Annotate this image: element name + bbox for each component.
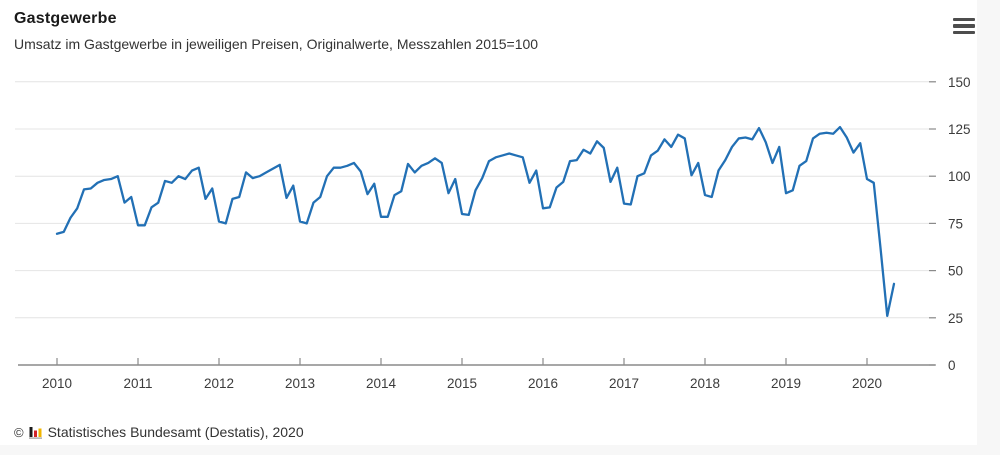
- destatis-logo-bar: [28, 437, 42, 439]
- x-tick-label: 2013: [285, 376, 315, 391]
- y-tick-label: 0: [948, 358, 956, 373]
- hamburger-menu-icon: [953, 30, 975, 35]
- x-tick-label: 2011: [123, 376, 152, 391]
- x-tick-label: 2020: [852, 376, 882, 391]
- x-tick-label: 2012: [204, 376, 234, 391]
- copyright-symbol: ©: [14, 424, 24, 440]
- revenue-index-line: [55, 125, 896, 318]
- y-tick-label: 150: [948, 75, 971, 90]
- line-chart-plot-area[interactable]: 0 25 50 75 100 125 150 2010 2011 2012 2013 2014 2015…: [0, 0, 977, 445]
- source-footer: © Statistisches Bundesamt (Destatis), 20…: [14, 424, 304, 440]
- x-tick-label: 2018: [690, 376, 720, 391]
- hamburger-menu-icon: [953, 24, 975, 28]
- x-tick-label: 2017: [609, 376, 639, 391]
- destatis-logo-bar: [29, 426, 33, 437]
- x-tick-label: 2015: [447, 376, 477, 391]
- x-tick-label: 2010: [42, 376, 72, 391]
- y-tick-label: 25: [948, 311, 963, 326]
- source-text: Statistisches Bundesamt (Destatis), 2020: [47, 424, 304, 440]
- x-tick-label: 2014: [366, 376, 397, 391]
- hamburger-menu-icon: [953, 17, 975, 22]
- chart-subtitle: Umsatz im Gastgewerbe in jeweiligen Prei…: [14, 36, 539, 52]
- y-tick-label: 125: [948, 122, 971, 137]
- chart-menu-button[interactable]: [950, 14, 977, 38]
- destatis-logo-bar: [33, 430, 37, 437]
- y-tick-label: 75: [948, 216, 963, 231]
- destatis-bar-chart-logo: [28, 426, 42, 439]
- x-tick-label: 2019: [771, 376, 801, 391]
- y-tick-label: 100: [948, 169, 971, 184]
- x-tick-label: 2016: [528, 376, 558, 391]
- destatis-logo-bar: [38, 428, 42, 437]
- chart-card: Gastgewerbe Umsatz im Gastgewerbe in jew…: [0, 0, 977, 445]
- y-tick-label: 50: [948, 264, 963, 279]
- chart-title: Gastgewerbe: [14, 10, 117, 27]
